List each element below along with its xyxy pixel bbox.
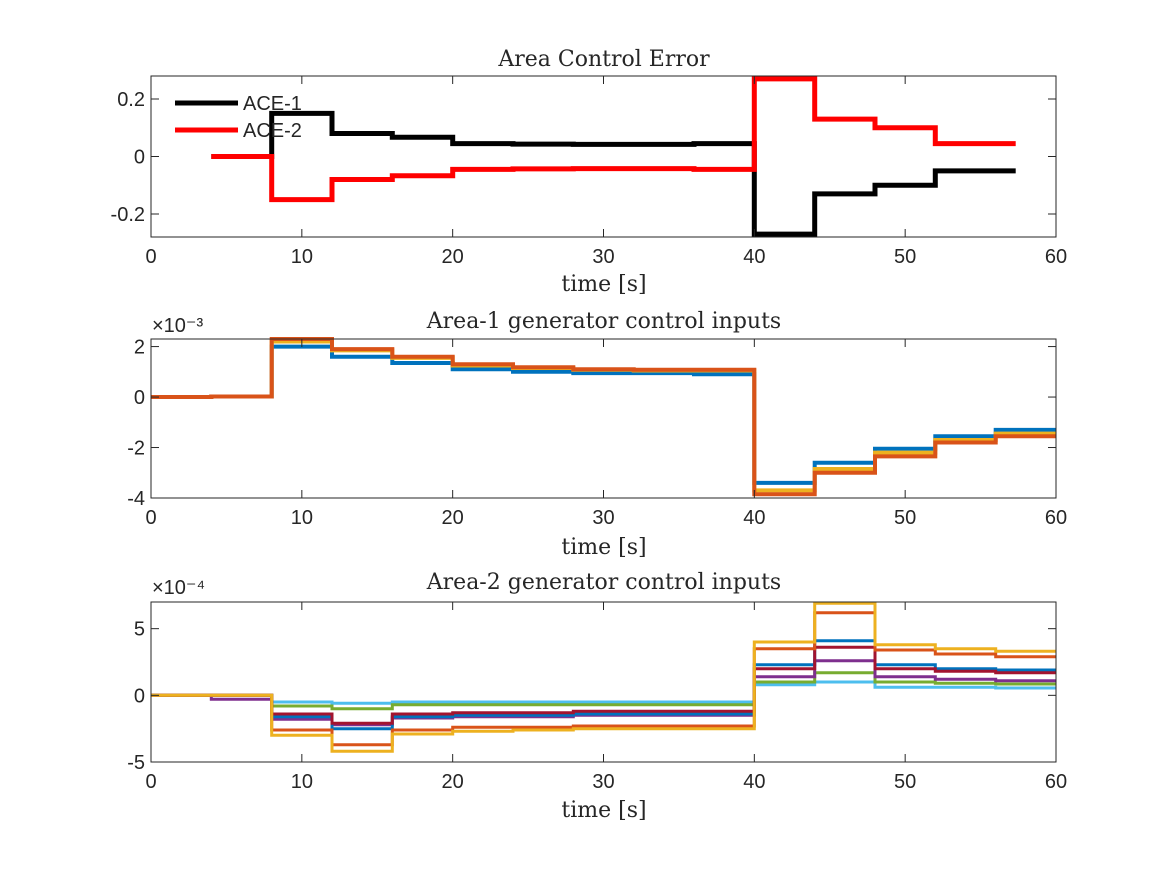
legend: ACE-1 ACE-2 xyxy=(175,93,302,142)
chart-title: Area-1 generator control inputs xyxy=(426,309,781,334)
series-line-2 xyxy=(151,671,1056,711)
series-line-1 xyxy=(151,344,1056,485)
tick-layer: 0 10 20 30 40 50 60-0.200.2 xyxy=(111,76,1067,268)
y-tick-label: 0 xyxy=(134,147,145,169)
tick-layer: 0 10 20 30 40 50 60-505 xyxy=(127,602,1067,793)
x-tick-label: 40 xyxy=(743,507,765,529)
x-tick-label: 0 xyxy=(145,507,156,529)
series-line-1 xyxy=(151,680,1056,705)
series-line-1 xyxy=(211,110,1016,237)
y-tick-label: -4 xyxy=(127,488,145,510)
chart-title: Area Control Error xyxy=(497,47,710,72)
series-line-7 xyxy=(151,601,1056,753)
axes-area-2: Area-2 generator control inputs ×10⁻⁴ 0 1… xyxy=(127,570,1067,823)
x-tick-label: 30 xyxy=(592,771,614,793)
y-exponent-label: ×10⁻⁴ xyxy=(152,577,205,599)
x-tick-label: 10 xyxy=(291,246,313,268)
tick-layer: 0 10 20 30 40 50 60 -4 -2 0 2 xyxy=(127,337,1067,529)
y-tick-label: 5 xyxy=(134,619,145,641)
x-axis-label: time [s] xyxy=(561,272,646,297)
x-tick-label: 50 xyxy=(894,507,916,529)
x-tick-label: 10 xyxy=(291,507,313,529)
series-line-2 xyxy=(211,76,1016,203)
x-tick-label: 20 xyxy=(442,507,464,529)
legend-label-ace-1: ACE-1 xyxy=(243,93,302,115)
x-tick-label: 40 xyxy=(743,771,765,793)
y-tick-label: 0 xyxy=(134,387,145,409)
y-tick-label: -2 xyxy=(127,438,145,460)
x-tick-label: 60 xyxy=(1045,507,1067,529)
chart-title: Area-2 generator control inputs xyxy=(426,570,781,595)
series-layer xyxy=(151,601,1056,753)
x-tick-label: 30 xyxy=(592,507,614,529)
axes-ace: Area Control Error 0 10 20 30 40 50 60-0.200.2… xyxy=(111,47,1068,297)
x-tick-label: 10 xyxy=(291,771,313,793)
series-line-5 xyxy=(151,645,1056,725)
x-axis-label: time [s] xyxy=(561,535,646,560)
legend-label-ace-2: ACE-2 xyxy=(243,120,302,142)
x-tick-label: 50 xyxy=(894,246,916,268)
y-tick-label: 2 xyxy=(134,337,145,359)
x-tick-label: 20 xyxy=(442,771,464,793)
y-tick-label: 0.2 xyxy=(117,89,145,111)
x-axis-label: time [s] xyxy=(561,798,646,823)
y-tick-label: 0 xyxy=(134,685,145,707)
x-tick-label: 20 xyxy=(442,246,464,268)
y-tick-label: -0.2 xyxy=(111,204,145,226)
x-tick-label: 40 xyxy=(743,246,765,268)
x-tick-label: 60 xyxy=(1045,771,1067,793)
x-tick-label: 0 xyxy=(145,246,156,268)
x-tick-label: 60 xyxy=(1045,246,1067,268)
y-exponent-label: ×10⁻³ xyxy=(152,315,203,337)
axes-area-1: Area-1 generator control inputs ×10⁻³ 0 1… xyxy=(127,309,1067,560)
x-tick-label: 0 xyxy=(145,771,156,793)
x-tick-label: 50 xyxy=(894,771,916,793)
series-line-6 xyxy=(151,611,1056,747)
series-layer xyxy=(211,76,1016,237)
y-tick-label: -5 xyxy=(127,752,145,774)
x-tick-label: 30 xyxy=(592,246,614,268)
